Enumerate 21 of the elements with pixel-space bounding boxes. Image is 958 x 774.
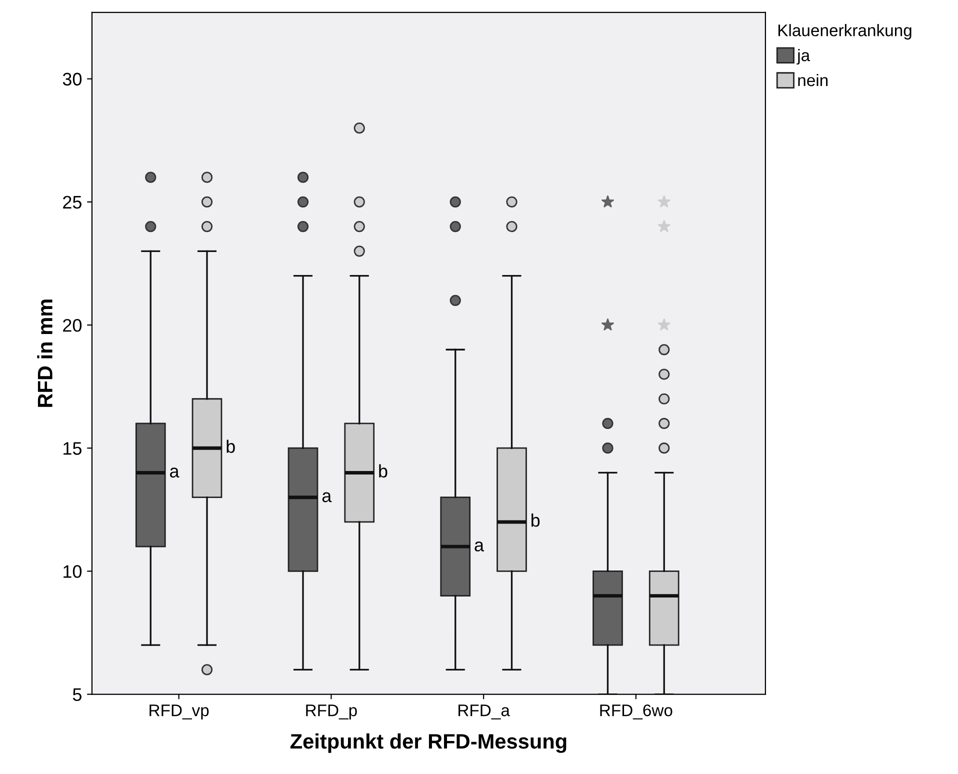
x-tick-label: RFD_p: [306, 704, 357, 720]
y-axis-title: RFD in mm: [37, 300, 52, 407]
annotation: a: [474, 542, 484, 552]
x-axis-title: Zeitpunkt der RFD-Messung: [290, 733, 566, 753]
annotation: a: [170, 468, 180, 478]
y-tick-label: 20: [63, 318, 82, 332]
annotation: b: [379, 464, 388, 478]
x-tick-label: RFD_a: [458, 704, 510, 720]
y-tick-label: 30: [62, 72, 82, 86]
y-tick-label: 5: [72, 688, 82, 701]
x-tick-label: RFD_6wo: [600, 704, 672, 720]
annotation: b: [226, 440, 235, 453]
y-tick-label: 10: [64, 565, 82, 578]
y-tick-label: 15: [64, 442, 82, 455]
legend-title: Klauenerkrankung: [778, 24, 912, 40]
x-tick-label: RFD_vp: [150, 704, 209, 720]
y-tick-label: 25: [63, 196, 82, 209]
annotation: a: [322, 492, 332, 502]
annotation: b: [532, 514, 540, 527]
legend-label: nein: [798, 74, 828, 86]
legend-label: ja: [796, 49, 810, 65]
